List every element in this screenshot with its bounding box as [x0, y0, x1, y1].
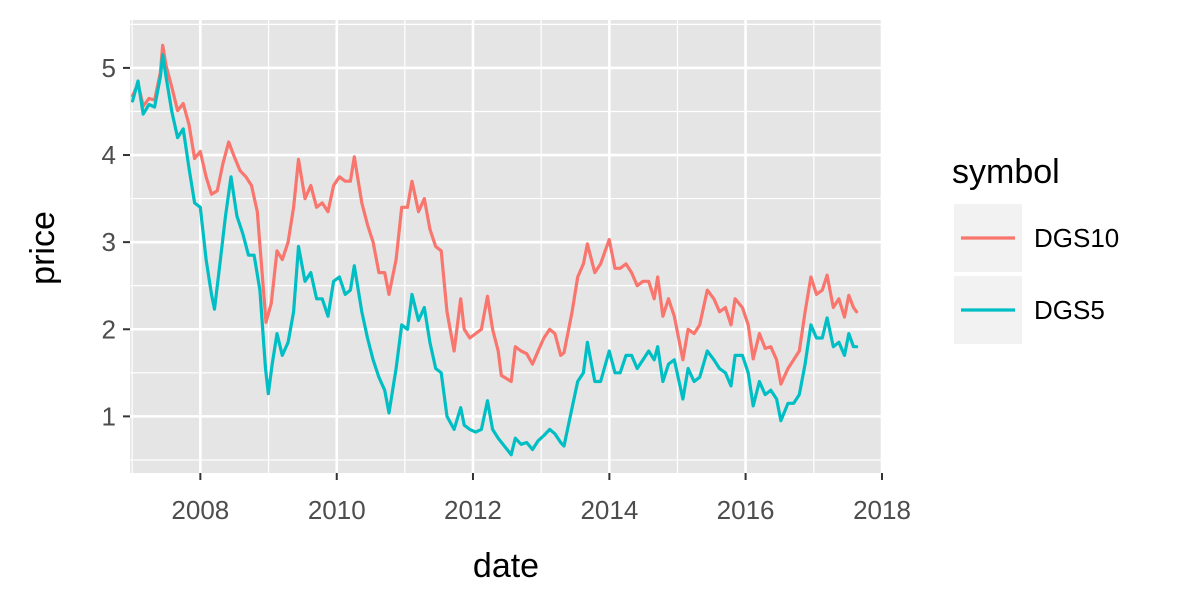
x-tick-label: 2010 — [308, 495, 366, 525]
y-tick-label: 5 — [102, 53, 116, 83]
x-axis-title: date — [473, 547, 539, 585]
legend: symbol DGS10 DGS5 — [952, 153, 1119, 344]
x-tick-label: 2008 — [171, 495, 229, 525]
y-axis: 1 2 3 4 5 — [102, 53, 130, 431]
x-tick-label: 2016 — [717, 495, 775, 525]
y-tick-label: 3 — [102, 227, 116, 257]
plot-panel — [130, 20, 882, 473]
x-axis: 2008 2010 2012 2014 2016 2018 — [171, 473, 911, 525]
x-tick-label: 2014 — [580, 495, 638, 525]
major-gridlines — [130, 20, 884, 473]
legend-title: symbol — [952, 153, 1060, 191]
series-line-dgs5 — [131, 53, 859, 457]
y-tick-label: 2 — [102, 314, 116, 344]
legend-item-dgs10: DGS10 — [954, 204, 1119, 272]
legend-items: DGS10 DGS5 — [954, 204, 1119, 344]
minor-gridlines — [130, 20, 882, 473]
x-tick-label: 2012 — [444, 495, 502, 525]
y-axis-title: price — [24, 211, 62, 285]
legend-item-dgs5: DGS5 — [954, 276, 1105, 344]
x-tick-label: 2018 — [853, 495, 911, 525]
series-lines — [131, 43, 859, 457]
series-line-dgs10 — [131, 43, 859, 386]
y-tick-label: 1 — [102, 401, 116, 431]
legend-label: DGS10 — [1034, 223, 1119, 253]
legend-label: DGS5 — [1034, 295, 1105, 325]
y-tick-label: 4 — [102, 140, 116, 170]
